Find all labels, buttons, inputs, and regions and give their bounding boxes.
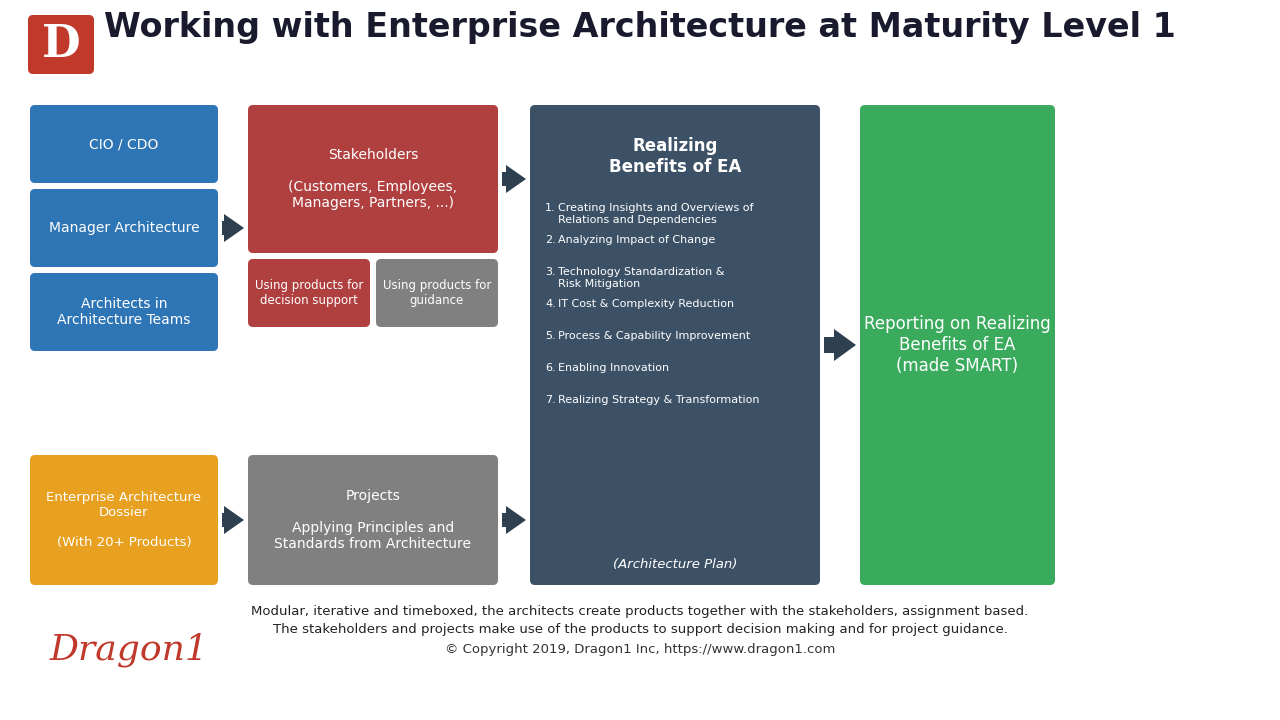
FancyBboxPatch shape [248,259,370,327]
Text: 1.: 1. [545,203,556,213]
Text: 4.: 4. [545,299,556,309]
Text: Technology Standardization &
Risk Mitigation: Technology Standardization & Risk Mitiga… [558,267,724,289]
Text: Dragon1: Dragon1 [50,633,209,667]
Text: Enterprise Architecture
Dossier

(With 20+ Products): Enterprise Architecture Dossier (With 20… [46,491,201,549]
Text: Using products for
guidance: Using products for guidance [383,279,492,307]
FancyBboxPatch shape [28,15,93,74]
Text: D: D [42,23,81,66]
Text: Stakeholders

(Customers, Employees,
Managers, Partners, ...): Stakeholders (Customers, Employees, Mana… [288,148,457,210]
Polygon shape [221,214,244,242]
Text: CIO / CDO: CIO / CDO [90,137,159,151]
FancyBboxPatch shape [860,105,1055,585]
Text: Manager Architecture: Manager Architecture [49,221,200,235]
FancyBboxPatch shape [29,105,218,183]
Text: Process & Capability Improvement: Process & Capability Improvement [558,331,750,341]
FancyBboxPatch shape [248,455,498,585]
Text: IT Cost & Complexity Reduction: IT Cost & Complexity Reduction [558,299,735,309]
FancyBboxPatch shape [29,273,218,351]
Text: Realizing Strategy & Transformation: Realizing Strategy & Transformation [558,395,759,405]
Text: The stakeholders and projects make use of the products to support decision makin: The stakeholders and projects make use o… [273,623,1007,636]
Text: 2.: 2. [545,235,556,245]
Polygon shape [824,329,856,361]
Text: © Copyright 2019, Dragon1 Inc, https://www.dragon1.com: © Copyright 2019, Dragon1 Inc, https://w… [445,644,835,657]
Text: 5.: 5. [545,331,556,341]
Text: Working with Enterprise Architecture at Maturity Level 1: Working with Enterprise Architecture at … [104,12,1176,45]
Text: 6.: 6. [545,363,556,373]
FancyBboxPatch shape [248,105,498,253]
FancyBboxPatch shape [376,259,498,327]
Text: Using products for
decision support: Using products for decision support [255,279,364,307]
Text: Architects in
Architecture Teams: Architects in Architecture Teams [58,297,191,327]
Text: (Architecture Plan): (Architecture Plan) [613,558,737,571]
Text: Modular, iterative and timeboxed, the architects create products together with t: Modular, iterative and timeboxed, the ar… [251,605,1029,618]
FancyBboxPatch shape [530,105,820,585]
Polygon shape [502,165,526,193]
Text: Realizing
Benefits of EA: Realizing Benefits of EA [609,137,741,176]
Text: 7.: 7. [545,395,556,405]
Text: 3.: 3. [545,267,556,277]
Text: Projects

Applying Principles and
Standards from Architecture: Projects Applying Principles and Standar… [274,489,471,552]
Text: Enabling Innovation: Enabling Innovation [558,363,669,373]
Polygon shape [221,506,244,534]
Text: Analyzing Impact of Change: Analyzing Impact of Change [558,235,716,245]
FancyBboxPatch shape [29,189,218,267]
Polygon shape [502,506,526,534]
Text: Creating Insights and Overviews of
Relations and Dependencies: Creating Insights and Overviews of Relat… [558,203,754,225]
FancyBboxPatch shape [29,455,218,585]
Text: Reporting on Realizing
Benefits of EA
(made SMART): Reporting on Realizing Benefits of EA (m… [864,315,1051,375]
